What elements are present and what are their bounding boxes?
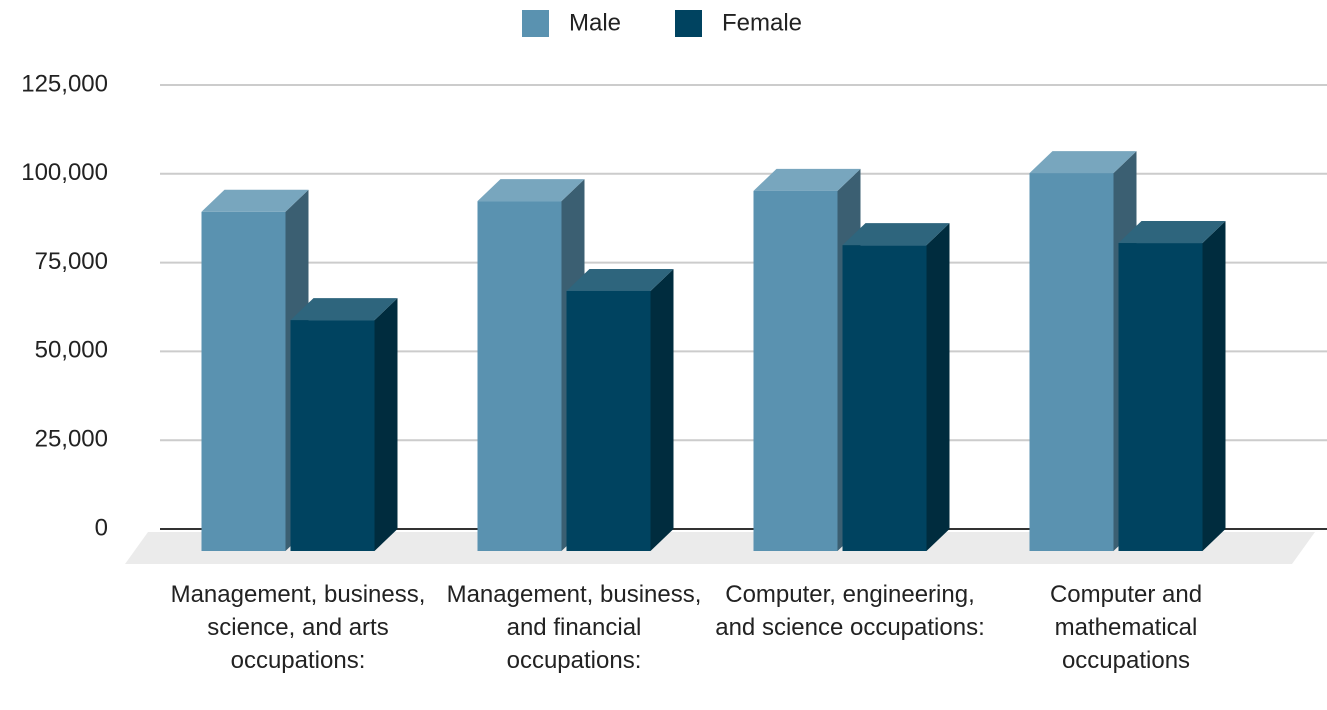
bar-top — [1118, 221, 1226, 244]
y-tick-label: 50,000 — [35, 337, 108, 364]
bar-front — [842, 245, 927, 552]
bar — [290, 298, 398, 551]
bar-front — [566, 290, 651, 551]
x-tick-label: Management, business, and financial occu… — [446, 581, 702, 674]
y-tick-label: 25,000 — [35, 426, 108, 453]
x-tick-label: Computer and mathematical occupations — [1049, 581, 1203, 674]
y-tick-label: 100,000 — [21, 159, 108, 186]
y-tick-label: 75,000 — [35, 248, 108, 275]
legend-swatch — [675, 10, 702, 37]
legend-label: Female — [722, 9, 802, 36]
bar — [1118, 221, 1226, 551]
bar-top — [753, 168, 861, 191]
y-tick-label: 0 — [95, 514, 108, 541]
bar-front — [477, 201, 562, 552]
bar-front — [1118, 243, 1203, 551]
legend-swatch — [522, 10, 549, 37]
bar-side — [374, 298, 398, 551]
floor — [125, 532, 1315, 564]
bar-side — [926, 223, 950, 552]
bar-top — [477, 179, 585, 202]
bar-front — [290, 320, 375, 551]
bar-front — [753, 190, 838, 551]
bar-top — [842, 223, 950, 246]
bar-side — [1202, 221, 1226, 551]
bar-top — [566, 268, 674, 291]
bar-side — [650, 268, 674, 551]
bar-top — [201, 189, 309, 212]
bar-front — [1029, 173, 1114, 551]
bar — [842, 223, 950, 552]
x-tick-label: Computer, engineering, and science occup… — [715, 581, 985, 641]
x-tick-label: Management, business, science, and arts … — [170, 581, 426, 674]
legend-label: Male — [569, 9, 621, 36]
bar-front — [201, 211, 286, 551]
bar — [566, 268, 674, 551]
bar-top — [1029, 151, 1137, 174]
y-tick-label: 125,000 — [21, 70, 108, 97]
bar-top — [290, 298, 398, 321]
